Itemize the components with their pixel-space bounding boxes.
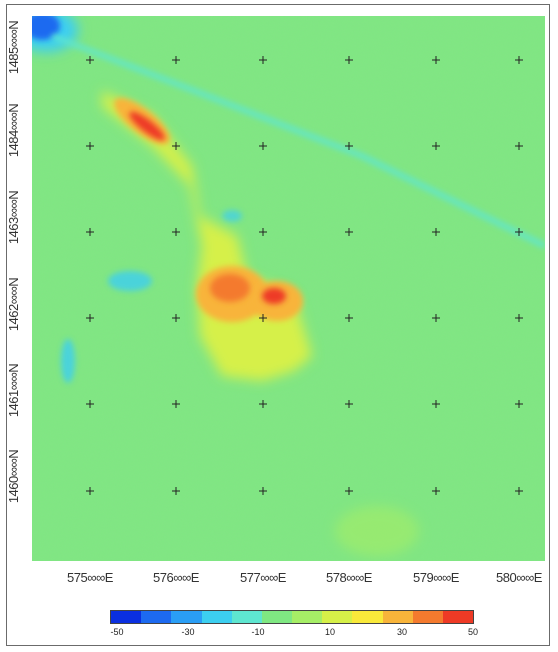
grid-cross bbox=[86, 400, 94, 408]
grid-cross bbox=[515, 314, 523, 322]
colorbar-tick-label: -30 bbox=[181, 627, 195, 637]
grid-cross bbox=[259, 142, 267, 150]
colorbar-segment bbox=[322, 611, 353, 623]
grid-cross bbox=[172, 228, 180, 236]
y-tick-text: 1461∞∞N bbox=[6, 363, 22, 417]
grid-cross bbox=[345, 487, 353, 495]
colorbar bbox=[110, 610, 474, 624]
grid-cross bbox=[345, 56, 353, 64]
grid-cross bbox=[432, 142, 440, 150]
x-tick-label: 577∞∞E bbox=[240, 570, 286, 585]
grid-cross bbox=[432, 228, 440, 236]
grid-cross bbox=[515, 56, 523, 64]
grid-cross bbox=[86, 142, 94, 150]
x-tick-label: 580∞∞E bbox=[496, 570, 542, 585]
y-tick-text: 1462∞∞N bbox=[6, 277, 22, 331]
x-tick-label: 576∞∞E bbox=[153, 570, 199, 585]
colorbar-segment bbox=[141, 611, 172, 623]
x-tick-label: 578∞∞E bbox=[326, 570, 372, 585]
grid-cross bbox=[259, 314, 267, 322]
grid-cross bbox=[172, 142, 180, 150]
colorbar-segment bbox=[201, 611, 232, 623]
y-tick-text: 1460∞∞N bbox=[6, 449, 22, 503]
grid-cross bbox=[259, 228, 267, 236]
y-tick-label: 1462∞∞N bbox=[0, 274, 28, 334]
colorbar-segment bbox=[442, 611, 474, 623]
grid-cross bbox=[432, 314, 440, 322]
x-tick-label: 579∞∞E bbox=[413, 570, 459, 585]
grid-cross bbox=[515, 487, 523, 495]
grid-cross bbox=[259, 487, 267, 495]
grid-cross bbox=[515, 142, 523, 150]
grid-cross bbox=[86, 487, 94, 495]
colorbar-segment bbox=[111, 611, 142, 623]
grid-cross bbox=[345, 314, 353, 322]
grid-cross bbox=[172, 400, 180, 408]
map-raster bbox=[32, 16, 545, 561]
colorbar-segment bbox=[412, 611, 443, 623]
colorbar-segment bbox=[231, 611, 262, 623]
grid-cross bbox=[432, 400, 440, 408]
grid-cross bbox=[515, 400, 523, 408]
grid-cross bbox=[345, 400, 353, 408]
y-tick-label: 1463∞∞N bbox=[0, 187, 28, 247]
colorbar-tick-label: 10 bbox=[324, 627, 335, 637]
colorbar-tick-label: 50 bbox=[467, 627, 478, 637]
colorbar-segment bbox=[352, 611, 383, 623]
colorbar-tick-label: -10 bbox=[251, 627, 265, 637]
grid-cross bbox=[259, 56, 267, 64]
y-tick-label: 1460∞∞N bbox=[0, 446, 28, 506]
y-tick-text: 1484∞∞N bbox=[6, 103, 22, 157]
y-tick-label: 1461∞∞N bbox=[0, 360, 28, 420]
grid-cross bbox=[86, 56, 94, 64]
elevation-change-map bbox=[32, 16, 545, 561]
grid-cross bbox=[172, 487, 180, 495]
grid-cross bbox=[172, 314, 180, 322]
grid-cross bbox=[86, 228, 94, 236]
grid-cross bbox=[345, 228, 353, 236]
grid-cross bbox=[515, 228, 523, 236]
grid-cross bbox=[172, 56, 180, 64]
y-tick-label: 1485∞∞N bbox=[0, 17, 28, 77]
y-tick-text: 1485∞∞N bbox=[6, 20, 22, 74]
colorbar-segment bbox=[261, 611, 293, 623]
grid-cross bbox=[345, 142, 353, 150]
colorbar-segment bbox=[382, 611, 413, 623]
grid-cross bbox=[432, 56, 440, 64]
colorbar-segment bbox=[171, 611, 202, 623]
colorbar-tick-label: -50 bbox=[110, 627, 124, 637]
grid-cross bbox=[259, 400, 267, 408]
colorbar-segment bbox=[292, 611, 323, 623]
x-tick-label: 575∞∞E bbox=[67, 570, 113, 585]
colorbar-tick-label: 30 bbox=[396, 627, 407, 637]
grid-cross bbox=[86, 314, 94, 322]
grid-cross bbox=[432, 487, 440, 495]
y-tick-label: 1484∞∞N bbox=[0, 100, 28, 160]
y-tick-text: 1463∞∞N bbox=[6, 190, 22, 244]
